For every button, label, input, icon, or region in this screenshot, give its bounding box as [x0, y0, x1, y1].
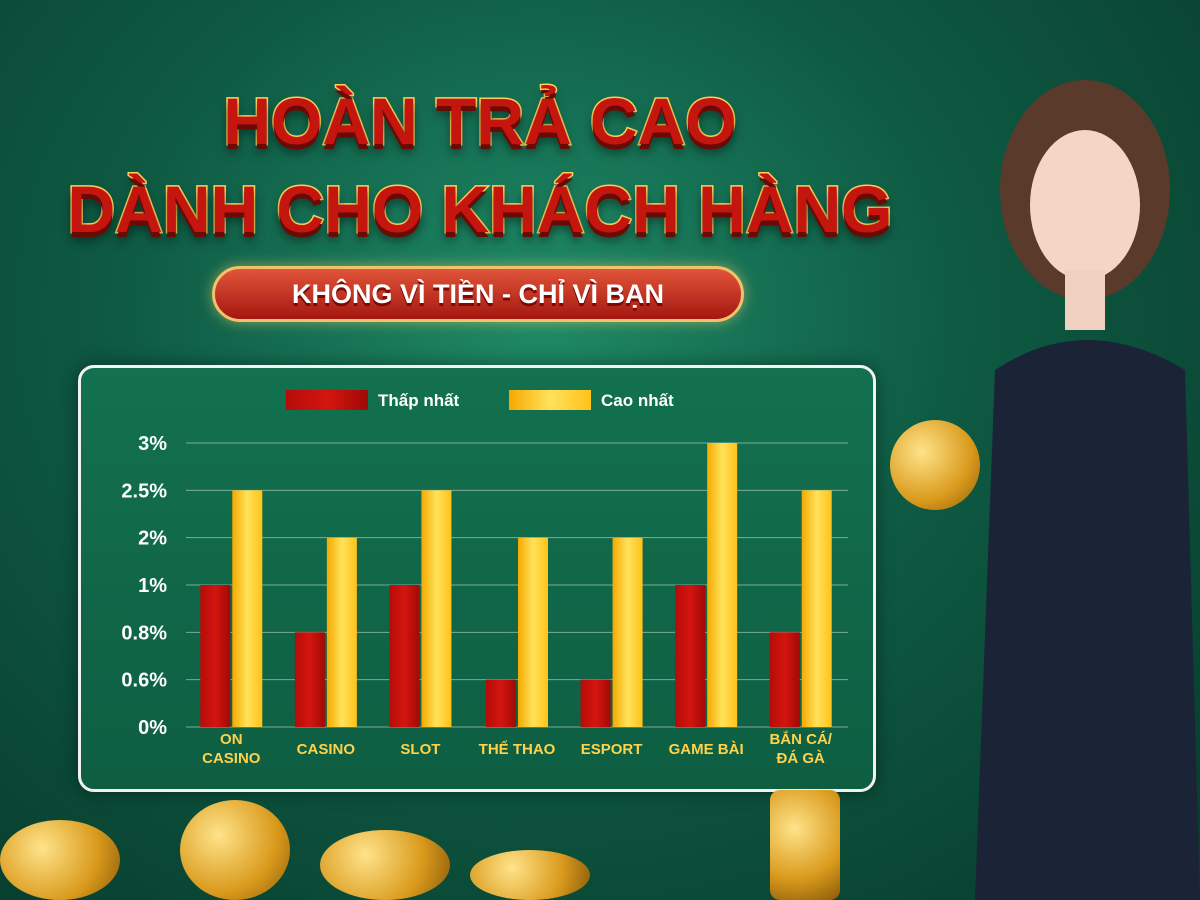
- coin-decoration: [320, 830, 450, 900]
- bar-high: [707, 443, 738, 727]
- x-category-label: ON: [220, 731, 243, 748]
- y-tick-label: 2%: [138, 528, 167, 550]
- y-tick-label: 2.5%: [121, 480, 167, 502]
- x-category-label: GAME BÀI: [669, 741, 744, 758]
- legend-label: Thấp nhất: [378, 391, 460, 410]
- x-category-label: SLOT: [400, 741, 440, 758]
- bar-high: [801, 490, 832, 727]
- coin-decoration: [770, 790, 840, 900]
- x-category-label: ESPORT: [581, 741, 643, 758]
- model-image: [975, 80, 1200, 900]
- bar-high: [232, 490, 263, 727]
- y-tick-label: 1%: [138, 575, 167, 597]
- coin-decoration: [470, 850, 590, 900]
- bar-low: [580, 679, 611, 727]
- x-category-label: CASINO: [297, 741, 356, 758]
- bar-low: [675, 585, 706, 727]
- y-tick-label: 3%: [138, 433, 167, 455]
- bar-high: [518, 537, 548, 727]
- bar-low: [389, 585, 420, 727]
- x-category-label: CASINO: [202, 750, 261, 767]
- legend-swatch: [286, 390, 368, 410]
- chart-panel: 0% 0.6% 0.8% 1% 2% 2.5% 3% Thấp nhất Cao nhất ON C…: [78, 365, 876, 792]
- headline-line-2: DÀNH CHO KHÁCH HÀNG: [66, 172, 894, 246]
- coin-decoration: [890, 420, 980, 510]
- x-category-label: BẮN CÁ/: [769, 730, 832, 748]
- bar-high: [326, 537, 357, 727]
- x-category-label: ĐÁ GÀ: [777, 750, 826, 767]
- bar-low: [486, 679, 516, 727]
- slogan-ribbon: KHÔNG VÌ TIỀN - CHỈ VÌ BẠN: [212, 266, 744, 322]
- x-category-label: THỂ THAO: [479, 740, 556, 758]
- y-tick-label: 0%: [138, 717, 167, 739]
- coin-decoration: [0, 820, 120, 900]
- bar-low: [769, 632, 800, 727]
- bar-low: [200, 585, 231, 727]
- bar-chart: 0% 0.6% 0.8% 1% 2% 2.5% 3% Thấp nhất Cao nhất ON C…: [121, 390, 848, 767]
- coin-decoration: [180, 800, 290, 900]
- y-tick-label: 0.8%: [121, 622, 167, 644]
- legend-swatch: [509, 390, 591, 410]
- legend-label: Cao nhất: [601, 391, 674, 410]
- y-tick-label: 0.6%: [121, 670, 167, 692]
- bar-high: [612, 537, 643, 727]
- headline-line-1: HOÀN TRẢ CAO: [222, 84, 738, 158]
- bar-high: [421, 490, 452, 727]
- bar-low: [294, 632, 325, 727]
